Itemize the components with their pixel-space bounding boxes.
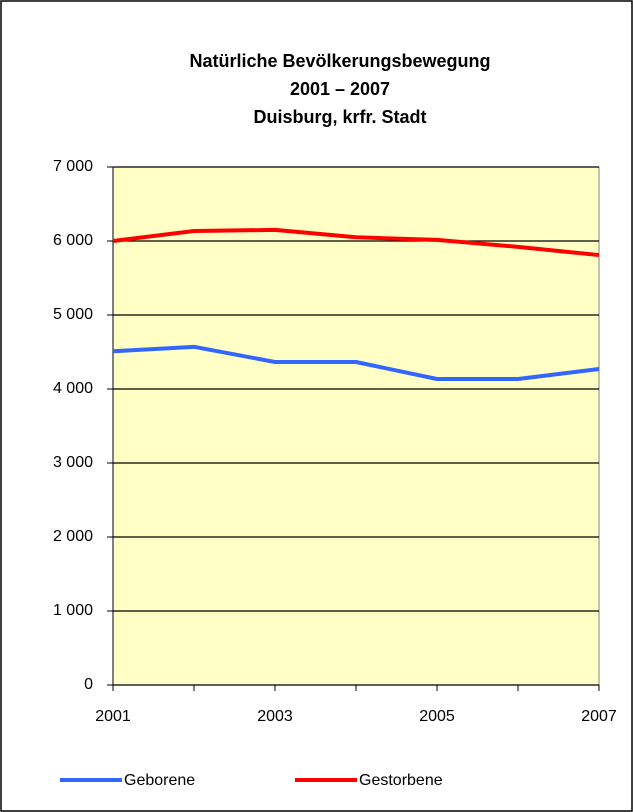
y-tick-label: 3 000 — [53, 454, 93, 471]
chart-title: 2001 – 2007 — [290, 79, 390, 99]
plot-area — [112, 166, 600, 686]
y-tick-label: 2 000 — [53, 528, 93, 545]
chart-title: Natürliche Bevölkerungsbewegung — [189, 51, 490, 71]
legend-label: Geborene — [124, 772, 195, 789]
y-tick-label: 4 000 — [53, 380, 93, 397]
y-tick-label: 6 000 — [53, 232, 93, 249]
x-tick-label: 2001 — [95, 708, 131, 725]
x-tick-label: 2007 — [581, 708, 617, 725]
y-tick-label: 1 000 — [53, 602, 93, 619]
x-tick-label: 2003 — [257, 708, 293, 725]
legend-label: Gestorbene — [359, 772, 443, 789]
series-line — [112, 344, 600, 382]
y-tick-label: 7 000 — [53, 158, 93, 175]
series-line — [112, 227, 600, 258]
y-tick-label: 0 — [84, 676, 93, 693]
chart-title: Duisburg, krfr. Stadt — [253, 107, 426, 127]
x-tick-label: 2005 — [419, 708, 455, 725]
y-tick-label: 5 000 — [53, 306, 93, 323]
